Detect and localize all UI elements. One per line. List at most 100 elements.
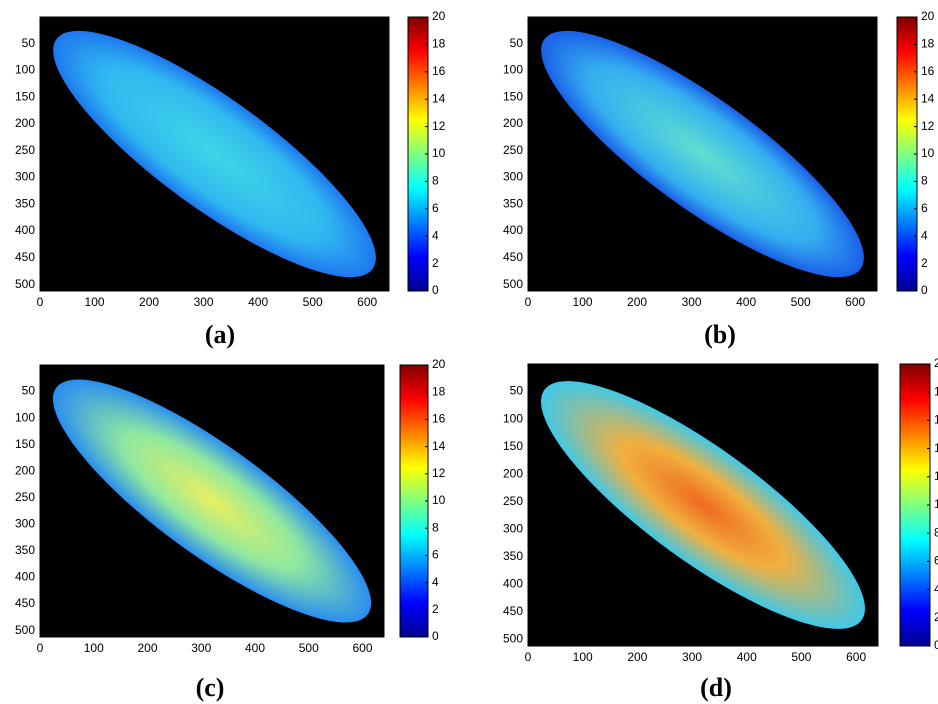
y-tick-label: 200 [15, 116, 35, 130]
colorbar-tick-label: 10 [934, 497, 938, 511]
colorbar [399, 364, 429, 638]
sample-image [541, 30, 864, 278]
colorbar [899, 363, 931, 647]
x-tick-label: 200 [139, 295, 159, 309]
y-tick-label: 500 [503, 277, 523, 291]
x-tick-label: 400 [245, 641, 265, 655]
y-tick-label: 300 [15, 517, 35, 531]
y-tick-label: 100 [15, 63, 35, 77]
colorbar-tick-label: 8 [921, 174, 928, 188]
x-tick-label: 200 [627, 650, 647, 664]
y-tick-label: 50 [510, 36, 524, 50]
colorbar-tick-label: 14 [934, 441, 938, 455]
panel-label: (d) [700, 673, 732, 702]
axes-frame [527, 16, 878, 292]
colorbar-tick-label: 12 [921, 119, 935, 133]
x-tick-label: 100 [85, 295, 105, 309]
colorbar-tick-label: 6 [432, 201, 439, 215]
sample-image [541, 381, 865, 629]
colorbar-tick-label: 4 [921, 228, 928, 242]
x-tick-label: 300 [682, 295, 702, 309]
colorbar-tick-label: 18 [934, 384, 938, 398]
panel-label: (a) [205, 320, 235, 349]
colorbar-tick-label: 20 [921, 9, 935, 23]
y-tick-label: 450 [15, 250, 35, 264]
y-tick-label: 200 [15, 463, 35, 477]
colorbar-tick-label: 16 [934, 413, 938, 427]
panel-label: (c) [196, 673, 225, 702]
y-tick-label: 200 [503, 116, 523, 130]
x-tick-label: 100 [573, 295, 593, 309]
y-tick-label: 350 [15, 196, 35, 210]
axes-frame [39, 364, 385, 638]
y-tick-label: 150 [15, 89, 35, 103]
colorbar-tick-label: 0 [432, 629, 439, 643]
sample-image [53, 30, 376, 278]
y-tick-label: 400 [503, 576, 523, 590]
x-tick-label: 500 [299, 641, 319, 655]
y-tick-label: 200 [503, 466, 523, 480]
colorbar-tick-label: 16 [432, 64, 446, 78]
y-tick-label: 250 [15, 143, 35, 157]
y-tick-label: 300 [503, 170, 523, 184]
colorbar-tick-label: 20 [432, 357, 446, 371]
x-tick-label: 600 [352, 641, 372, 655]
y-tick-label: 400 [15, 570, 35, 584]
y-tick-label: 250 [503, 494, 523, 508]
x-tick-label: 0 [37, 641, 44, 655]
y-tick-label: 250 [503, 143, 523, 157]
colorbar-tick-label: 2 [432, 256, 439, 270]
colorbar-tick-label: 0 [432, 283, 439, 297]
y-tick-label: 50 [22, 384, 36, 398]
y-tick-label: 300 [503, 521, 523, 535]
x-tick-label: 100 [573, 650, 593, 664]
y-tick-label: 450 [15, 596, 35, 610]
colorbar-tick-label: 20 [432, 9, 446, 23]
x-tick-label: 500 [791, 295, 811, 309]
axes-frame [527, 363, 879, 647]
colorbar-tick-label: 18 [921, 37, 935, 51]
x-tick-label: 400 [248, 295, 268, 309]
y-tick-label: 300 [15, 170, 35, 184]
y-tick-label: 150 [15, 437, 35, 451]
panel-label: (b) [704, 320, 736, 349]
x-tick-label: 0 [37, 295, 44, 309]
y-tick-label: 450 [503, 250, 523, 264]
x-tick-label: 300 [682, 650, 702, 664]
colorbar-tick-label: 2 [921, 256, 928, 270]
y-tick-label: 350 [15, 543, 35, 557]
colorbar-tick-label: 2 [934, 610, 938, 624]
colorbar-tick-label: 18 [432, 384, 446, 398]
x-tick-label: 400 [737, 650, 757, 664]
colorbar-tick-label: 12 [934, 469, 938, 483]
colorbar-tick-label: 14 [432, 91, 446, 105]
y-tick-label: 500 [503, 632, 523, 646]
colorbar-tick-label: 0 [921, 283, 928, 297]
colorbar-tick-label: 20 [934, 356, 938, 370]
sample-image [52, 379, 372, 623]
y-tick-label: 250 [15, 490, 35, 504]
colorbar-tick-label: 4 [432, 575, 439, 589]
colorbar-tick-label: 6 [921, 201, 928, 215]
x-tick-label: 0 [525, 650, 532, 664]
y-tick-label: 50 [510, 384, 524, 398]
colorbar-tick-label: 18 [432, 37, 446, 51]
colorbar-tick-label: 12 [432, 466, 446, 480]
x-tick-label: 500 [791, 650, 811, 664]
y-tick-label: 400 [503, 223, 523, 237]
x-tick-label: 600 [846, 650, 866, 664]
y-tick-label: 100 [503, 411, 523, 425]
colorbar-tick-label: 10 [432, 493, 446, 507]
y-tick-label: 150 [503, 89, 523, 103]
colorbar-tick-label: 0 [934, 638, 938, 652]
x-tick-label: 400 [736, 295, 756, 309]
colorbar-tick-label: 4 [934, 582, 938, 596]
colorbar-tick-label: 10 [921, 146, 935, 160]
colorbar-tick-label: 8 [934, 525, 938, 539]
axes-frame [39, 16, 390, 292]
x-tick-label: 300 [191, 641, 211, 655]
colorbar-tick-label: 4 [432, 228, 439, 242]
colorbar-tick-label: 10 [432, 146, 446, 160]
y-tick-label: 350 [503, 549, 523, 563]
x-tick-label: 600 [357, 295, 377, 309]
